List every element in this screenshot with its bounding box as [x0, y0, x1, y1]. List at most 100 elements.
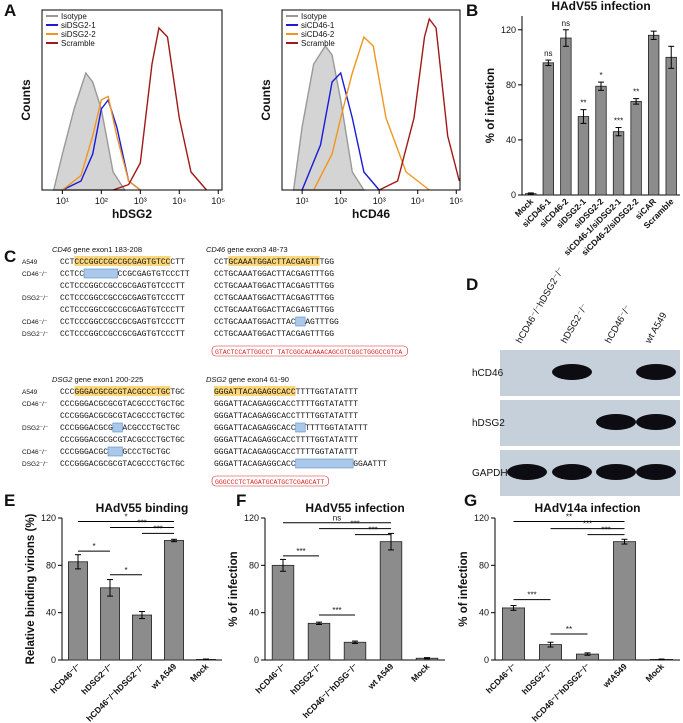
error-bar: [316, 621, 322, 625]
indel-box: [83, 268, 118, 279]
x-axis-label: hDSG2: [112, 207, 152, 221]
row-label: DSG2⁻/⁻: [22, 461, 49, 468]
bar: [665, 56, 677, 196]
error-bar: [545, 59, 552, 67]
sequence-row: CCTGCAAATGGACTTACGAGTTTGG: [214, 306, 334, 315]
y-tick-label: 120: [41, 513, 56, 523]
x-tick-label: hCD46⁻/⁻hDSG2⁻/⁻: [84, 661, 147, 723]
row-label: hDSG2: [472, 418, 505, 429]
row-label: CD46⁻/⁻: [22, 449, 48, 456]
y-tick-label: 120: [244, 513, 259, 523]
error-bar: [658, 658, 665, 661]
sequence-row: GGGATTACAGAGGCACCTTTTGGTATATTT: [214, 436, 358, 445]
error-bar: [598, 81, 604, 91]
indel-box: [295, 458, 354, 469]
x-tick-label: hCD46⁻/⁻: [48, 661, 82, 695]
panel-letter: C: [4, 247, 16, 266]
error-bar: [510, 605, 517, 611]
chart-title: HAdV55 binding: [96, 501, 189, 515]
error-bar: [547, 641, 554, 648]
x-tick-label: 10⁴: [172, 196, 186, 206]
y-axis-label: % of infection: [485, 68, 497, 143]
legend-label: Scramble: [61, 39, 95, 48]
comparison-label: ***: [368, 526, 377, 535]
significance-label: *: [599, 71, 602, 80]
panel-letter: B: [466, 1, 478, 20]
y-tick-label: 0: [484, 655, 489, 665]
bar: [68, 561, 89, 661]
bar: [612, 131, 625, 196]
significance-label: ns: [544, 49, 552, 58]
x-tick-label: hDSG2⁻/⁻: [288, 661, 323, 696]
comparison-label: *: [92, 542, 95, 551]
histogram-curve: [61, 95, 141, 191]
axis-frame: [41, 9, 223, 191]
bar: [577, 116, 590, 196]
error-bar: [388, 532, 394, 551]
comparison-label: ***: [583, 520, 592, 529]
sequence-row: CCTGCAAATGGACTTACGAGTTTGG: [214, 282, 334, 291]
error-bar: [650, 30, 657, 40]
sequence-row: CCTCCCGGCCGCCGCGAGTGTCCCTT: [60, 306, 185, 315]
sequence-header: DSG2 gene exon1 200-225: [52, 375, 143, 384]
bar: [163, 540, 184, 661]
row-label: DSG2⁻/⁻: [22, 331, 49, 338]
y-tick-label: 40: [249, 608, 259, 618]
panel-letter: F: [236, 491, 246, 510]
blot-band: [596, 464, 636, 480]
y-axis-label: % of infection: [458, 551, 470, 626]
y-axis-label: Counts: [259, 79, 273, 121]
histogram-curve: [292, 44, 366, 191]
x-tick-label: 10⁴: [411, 196, 425, 206]
gene-name: DSG2: [206, 375, 227, 384]
x-tick-label: 10²: [95, 196, 108, 206]
bar: [271, 564, 295, 661]
bar: [560, 37, 572, 196]
comparison-label: ***: [137, 518, 146, 527]
y-tick-label: 0: [254, 655, 259, 665]
comparison-label: **: [566, 513, 572, 522]
x-tick-label: 10¹: [56, 196, 69, 206]
legend-label: siCD46-1: [301, 21, 335, 30]
blot-band: [636, 414, 676, 430]
x-tick-label: Mock: [409, 661, 432, 684]
error-bar: [139, 610, 145, 620]
sequence-row: GGGATTACAGAGGCACCTTTTGGTATATTT: [214, 400, 358, 409]
histogram-curve: [52, 71, 127, 191]
legend-label: Isotype: [61, 12, 87, 21]
y-axis-label: Counts: [19, 79, 33, 121]
comparison-label: ***: [296, 547, 305, 556]
bar: [307, 622, 331, 661]
lane-label: hDSG2⁻/⁻: [559, 302, 590, 345]
bar: [595, 85, 607, 196]
insert-sequence: GTACTCCATTGGCCT TATCGGCACAAACAGCGTCGGCTG…: [215, 349, 402, 356]
y-axis-label: Relative binding virions (%): [25, 513, 37, 664]
blot-band: [636, 464, 676, 480]
comparison-label: *: [124, 513, 127, 522]
bar: [131, 614, 152, 661]
significance-label: **: [580, 99, 586, 108]
gene-name: DSG2: [52, 375, 73, 384]
error-bar: [527, 192, 534, 195]
y-tick-label: 120: [501, 25, 516, 35]
insert-box: [211, 345, 408, 357]
target-highlight: [74, 386, 171, 396]
comparison-label: ***: [601, 526, 610, 535]
legend-label: Isotype: [301, 12, 327, 21]
legend-label: Scramble: [301, 39, 335, 48]
sequence-row: CCTCCCGGCCGCCGCGAGTGTCCCTT: [60, 318, 185, 327]
y-tick-label: 40: [479, 608, 489, 618]
sequence-row: GGGATTACAGAGGCACCTTTTGGTATATTT: [214, 388, 358, 397]
target-highlight: [214, 386, 296, 396]
x-tick-label: 10⁵: [449, 196, 463, 206]
lane-label: hCD46⁻/⁻: [603, 303, 634, 345]
sequence-row: CCTCCCGGCCGCCGCGAGTGTCCCTT: [60, 282, 185, 291]
panel-letter: D: [466, 275, 478, 294]
sequence-header: CD46 gene exon1 183-208: [52, 245, 142, 254]
bar: [542, 62, 554, 196]
x-tick-label: 10⁵: [211, 196, 225, 206]
y-tick-label: 80: [46, 560, 56, 570]
x-tick-label: hCD46⁻/⁻: [253, 661, 287, 695]
gene-name: CD46: [206, 245, 226, 254]
indel-box: [295, 316, 306, 327]
